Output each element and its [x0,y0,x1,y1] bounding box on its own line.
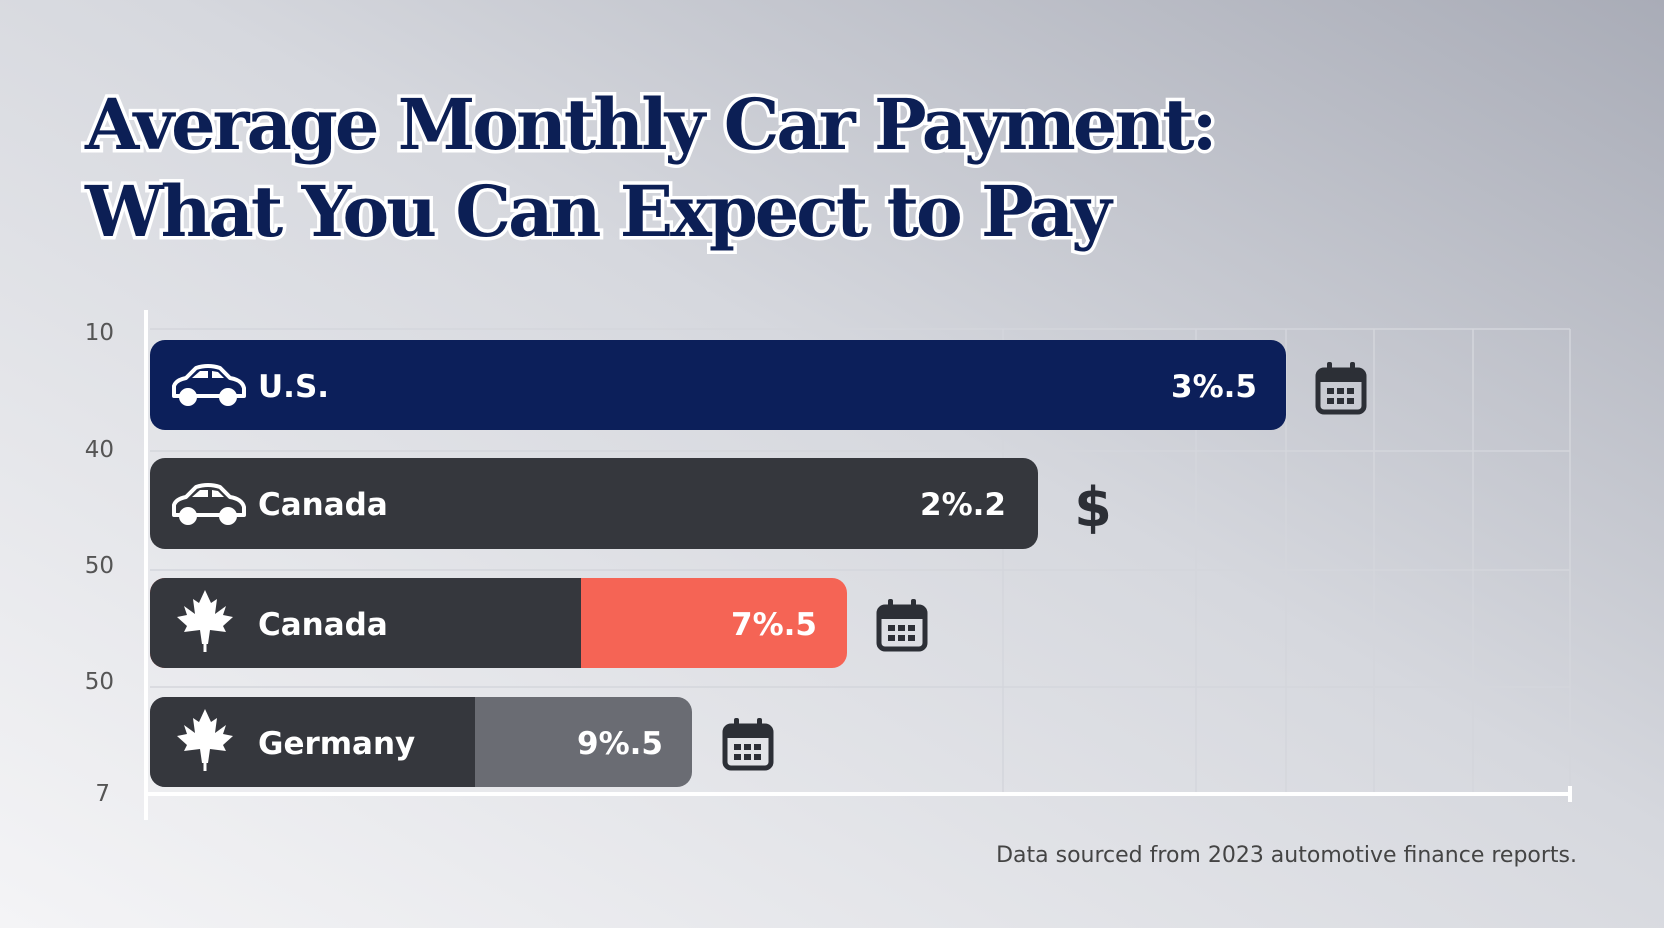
bar-value: 9%.5 [577,726,663,762]
title-line: Average Monthly Car Payment: [84,83,1214,166]
footnote: Data sourced from 2023 automotive financ… [996,843,1577,868]
axis-label: 40 [85,437,114,463]
title-line: What You Can Expect to Pay [84,170,1114,253]
bar-segment [150,697,475,787]
grid [150,328,1571,794]
axis-label: 50 [85,553,114,579]
bar-value: 2%.2 [920,487,1006,523]
bar-label: Canada [258,607,388,643]
axis-label: 10 [85,320,114,346]
bar-value: 3%.5 [1171,369,1257,405]
axis-label: 50 [85,669,114,695]
bar-value: 7%.5 [731,607,817,643]
bar-label: U.S. [258,369,329,405]
bar [150,458,1038,549]
bar-label: Germany [258,726,415,762]
axis-label: 7 [95,781,110,807]
bar-segment [150,578,581,668]
dollar-icon: $ [1074,476,1112,539]
bar [150,340,1286,430]
bar-label: Canada [258,487,388,523]
